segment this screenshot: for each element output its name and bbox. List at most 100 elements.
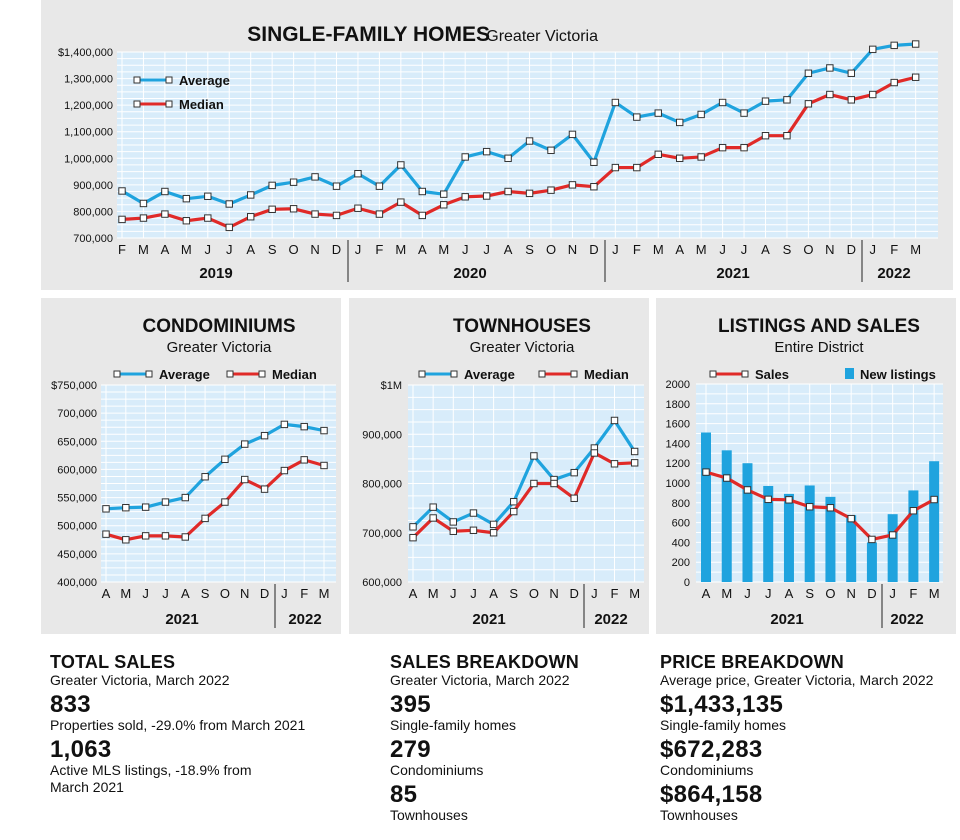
- sfh-xtick-label: A: [418, 242, 427, 257]
- condo-point-marker: [280, 420, 289, 429]
- sfh-legend-label: Median: [179, 97, 224, 112]
- condo-ytick-label: 600,000: [57, 464, 97, 476]
- sfh-point-marker: [482, 147, 491, 156]
- town-point-marker: [429, 514, 437, 522]
- sfh-point-marker: [118, 187, 126, 195]
- town-point-marker: [610, 460, 619, 468]
- condo-point-marker: [260, 431, 269, 440]
- condo-gridlines: [101, 384, 336, 583]
- sfh-ytick-label: 1,300,000: [64, 74, 113, 86]
- sfh-xtick-label: J: [870, 242, 877, 257]
- sfh-point-marker: [139, 214, 148, 222]
- town-xtick-label: J: [591, 586, 598, 601]
- sfh-point-marker: [204, 192, 212, 200]
- sfh-point-marker: [354, 204, 362, 212]
- condo-xtick-label: M: [120, 586, 131, 601]
- listings-legend-label: Sales: [755, 367, 789, 382]
- active-listings-description: Active MLS listings, -18.9% from March 2…: [50, 762, 252, 795]
- listings-legend-marker: [741, 370, 749, 378]
- sfh-point-marker: [118, 215, 126, 224]
- listings-xtick-label: J: [744, 586, 751, 601]
- sfh-xtick-label: M: [910, 242, 921, 257]
- sfh-point-marker: [847, 69, 855, 77]
- condo-xtick-label: A: [181, 586, 190, 601]
- condo-legend-marker: [258, 370, 266, 378]
- sfh-point-marker: [568, 130, 577, 139]
- sfh-point-marker: [890, 41, 898, 50]
- sfh-xtick-label: S: [783, 242, 792, 257]
- sfh-xtick-label: N: [310, 242, 319, 257]
- listings-xtick-label: J: [889, 586, 896, 601]
- listings-xtick-label: S: [805, 586, 814, 601]
- sfh-point-marker: [289, 205, 298, 213]
- condo-sales-label: Condominiums: [390, 762, 484, 778]
- town-point-marker: [449, 518, 458, 526]
- listings-ytick-label: 1400: [666, 438, 690, 450]
- total-sales-heading: TOTAL SALES: [50, 652, 176, 672]
- condo-year-label: 2022: [288, 611, 321, 628]
- sfh-point-marker: [590, 183, 598, 191]
- town-point-marker: [429, 503, 437, 511]
- condo-point-marker: [320, 426, 328, 435]
- listings-legend-marker: [709, 370, 717, 378]
- listings-point-marker: [909, 507, 918, 515]
- listings-ytick-label: 1200: [666, 458, 690, 470]
- sfh-point-marker: [890, 78, 898, 87]
- condo-point-marker: [221, 498, 229, 506]
- sfh-xtick-label: O: [289, 242, 299, 257]
- listings-bar: [846, 515, 857, 582]
- sfh-point-marker: [676, 118, 684, 127]
- listings-bar: [825, 496, 836, 582]
- sfh-point-marker: [440, 201, 448, 209]
- listings-xtick-label: A: [702, 586, 711, 601]
- town-ytick-label: 800,000: [362, 479, 402, 491]
- sfh-point-marker: [311, 173, 319, 181]
- town-point-marker: [409, 523, 417, 531]
- total-sales-subheading: Greater Victoria, March 2022: [50, 672, 230, 688]
- total-sales-value: 833: [50, 691, 91, 718]
- town-xtick-label: M: [629, 586, 640, 601]
- condo-subtitle: Greater Victoria: [167, 339, 272, 356]
- active-listings-value: 1,063: [50, 736, 112, 763]
- condo-point-marker: [181, 493, 189, 502]
- condo-point-marker: [241, 440, 249, 448]
- town-point-marker: [550, 479, 558, 488]
- sfh-point-marker: [590, 158, 598, 166]
- listings-xtick-label: J: [765, 586, 772, 601]
- sfh-legend-marker: [133, 76, 141, 84]
- condo-legend-marker: [113, 370, 121, 378]
- sfh-point-marker: [225, 200, 233, 208]
- condo-point-marker: [141, 503, 150, 511]
- listings-point-marker: [847, 514, 855, 523]
- town-year-label: 2022: [594, 611, 627, 628]
- listings-ytick-label: 400: [672, 537, 690, 549]
- sfh-xtick-label: J: [226, 242, 233, 257]
- listings-point-marker: [764, 495, 772, 504]
- condo-point-marker: [141, 532, 150, 540]
- sfh-xtick-label: M: [696, 242, 707, 257]
- townhouse-sales-label: Townhouses: [390, 807, 468, 823]
- sfh-xtick-label: J: [719, 242, 726, 257]
- sfh-point-marker: [139, 199, 148, 208]
- town-year-label: 2021: [472, 611, 505, 628]
- town-point-marker: [489, 520, 498, 529]
- sfh-point-marker: [268, 181, 276, 190]
- sfh-legend-label: Average: [179, 73, 230, 88]
- sfh-xtick-label: M: [395, 242, 406, 257]
- listings-bar: [701, 432, 711, 582]
- condo-xtick-label: J: [162, 586, 169, 601]
- sfh-xtick-label: D: [332, 242, 341, 257]
- sfh-xtick-label: A: [675, 242, 684, 257]
- sfh-point-marker: [440, 190, 448, 198]
- town-xtick-label: J: [450, 586, 457, 601]
- sfh-point-marker: [418, 211, 427, 220]
- sfh-point-marker: [547, 146, 555, 155]
- sfh-xtick-label: J: [205, 242, 212, 257]
- condo-point-marker: [241, 475, 249, 484]
- town-xtick-label: A: [489, 586, 498, 601]
- town-legend-marker: [450, 370, 458, 378]
- condo-xtick-label: A: [102, 586, 111, 601]
- sfh-sales-value: 395: [390, 691, 431, 718]
- town-point-marker: [630, 459, 639, 467]
- condo-point-marker: [122, 536, 130, 544]
